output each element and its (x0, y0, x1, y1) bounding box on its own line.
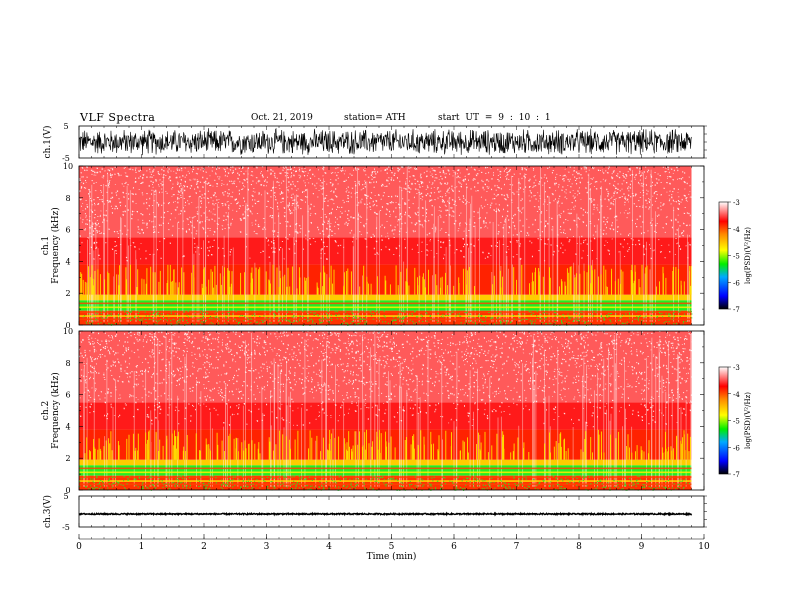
narrowband-line (79, 302, 692, 305)
y-axis-channel-label: ch.1 (41, 236, 51, 255)
band-high (79, 166, 692, 238)
colorbar: -3 -4 -5 -6 -7 log(PSD)(V²/Hz) (718, 199, 752, 314)
y-axis-label: Frequency (kHz) (50, 207, 61, 284)
colorbar-tick-label: -6 (733, 444, 740, 452)
x-tick-label: 10 (698, 542, 710, 552)
narrowband-line (79, 318, 692, 321)
y-tick-label: 2 (65, 454, 70, 463)
band-high (79, 331, 692, 403)
date-label: Oct. 21, 2019 (251, 113, 313, 123)
band-green (79, 465, 692, 476)
x-tick-label: 0 (76, 542, 82, 552)
panel-frame (78, 495, 705, 528)
y-tick-label: 8 (65, 359, 70, 368)
spectrogram-bands (79, 166, 692, 325)
speckle-noise (78, 166, 693, 262)
colorbar-tick-label: -7 (733, 306, 740, 314)
colorbar-gradient (718, 201, 729, 310)
narrowband-line (79, 471, 692, 474)
colorbar-gradient (718, 366, 729, 475)
y-tick-label: 5 (63, 122, 68, 131)
narrowband-line (79, 467, 692, 470)
y-axis-label: ch.1(V) (42, 126, 53, 159)
y-tick-label: 0 (65, 486, 70, 495)
y-tick-label: 6 (65, 226, 70, 235)
narrowband-line (79, 311, 692, 313)
chart-title: VLF Spectra (80, 111, 156, 124)
x-tick-label: 4 (326, 542, 332, 552)
y-tick-label: 5 (63, 492, 68, 501)
y-axis-label: Frequency (kHz) (50, 372, 61, 449)
x-tick-label: 7 (514, 542, 520, 552)
y-tick-label: 4 (65, 422, 70, 431)
y-tick-label: -5 (62, 154, 70, 163)
y-tick-label: -5 (62, 523, 70, 532)
y-axis-channel-label: ch.2 (41, 401, 51, 420)
spectrogram-bands (79, 331, 692, 490)
y-tick-label: 10 (63, 327, 73, 336)
x-tick-label: 5 (389, 542, 395, 552)
waveform-trace (78, 127, 692, 156)
colorbar-tick-label: -6 (733, 279, 740, 287)
y-tick-label: 8 (65, 194, 70, 203)
colorbar-label: log(PSD)(V²/Hz) (744, 227, 752, 284)
yellow-emissions (80, 264, 692, 295)
narrowband-line (79, 483, 692, 486)
narrowband-line (79, 480, 692, 482)
band-green (79, 300, 692, 311)
time-axis: 0 1 2 3 4 5 6 7 8 9 10 Time (min) (76, 534, 710, 562)
station-label: station= ATH (344, 113, 406, 123)
x-tick-label: 1 (139, 542, 145, 552)
x-axis-label: Time (min) (367, 551, 417, 562)
colorbar-label: log(PSD)(V²/Hz) (744, 392, 752, 449)
band-yellow (79, 294, 692, 301)
colorbar-tick-label: -3 (733, 364, 740, 372)
start-time-label: start UT = 9 : 10 : 1 (438, 113, 551, 123)
narrowband-line (79, 476, 692, 478)
colorbar-tick-label: -7 (733, 471, 740, 479)
low-band-speckle (82, 310, 693, 326)
ch3-waveform: 5 -5 ch.3(V) (42, 492, 707, 532)
narrowband-line (79, 315, 692, 317)
ch1-waveform: 5 -5 ch.1(V) (42, 122, 707, 163)
x-tick-label: 3 (264, 542, 270, 552)
ch2-spectrogram: 0 2 4 6 8 10 ch.2 Frequency (kHz) -3 -4 -5 -6 -7 log(… (41, 327, 752, 495)
y-tick-label: 6 (65, 391, 70, 400)
x-tick-label: 6 (451, 542, 457, 552)
x-tick-label: 8 (576, 542, 582, 552)
y-tick-label: 2 (65, 289, 70, 298)
sferic-streaks (83, 333, 692, 487)
y-tick-label: 0 (65, 321, 70, 330)
y-tick-label: 10 (63, 162, 73, 171)
band-mid (79, 402, 692, 430)
colorbar-tick-label: -3 (733, 199, 740, 207)
colorbar-tick-label: -4 (733, 226, 740, 234)
y-axis-label: ch.3(V) (42, 495, 53, 528)
band-yellow (79, 459, 692, 466)
narrowband-line (79, 306, 692, 309)
y-tick-label: 4 (65, 257, 70, 266)
yellow-emissions (84, 429, 691, 460)
ch1-spectrogram: 0 2 4 6 8 10 ch.1 Frequency (kHz) -3 -4 -5 -6 -7 log(… (41, 162, 752, 330)
x-tick-label: 2 (201, 542, 207, 552)
waveform-trace (78, 511, 693, 517)
colorbar-tick-label: -5 (733, 253, 740, 261)
colorbar-tick-label: -4 (733, 391, 740, 399)
colorbar: -3 -4 -5 -6 -7 log(PSD)(V²/Hz) (718, 364, 752, 479)
colorbar-tick-label: -5 (733, 418, 740, 426)
x-tick-label: 9 (639, 542, 645, 552)
band-mid (79, 237, 692, 265)
